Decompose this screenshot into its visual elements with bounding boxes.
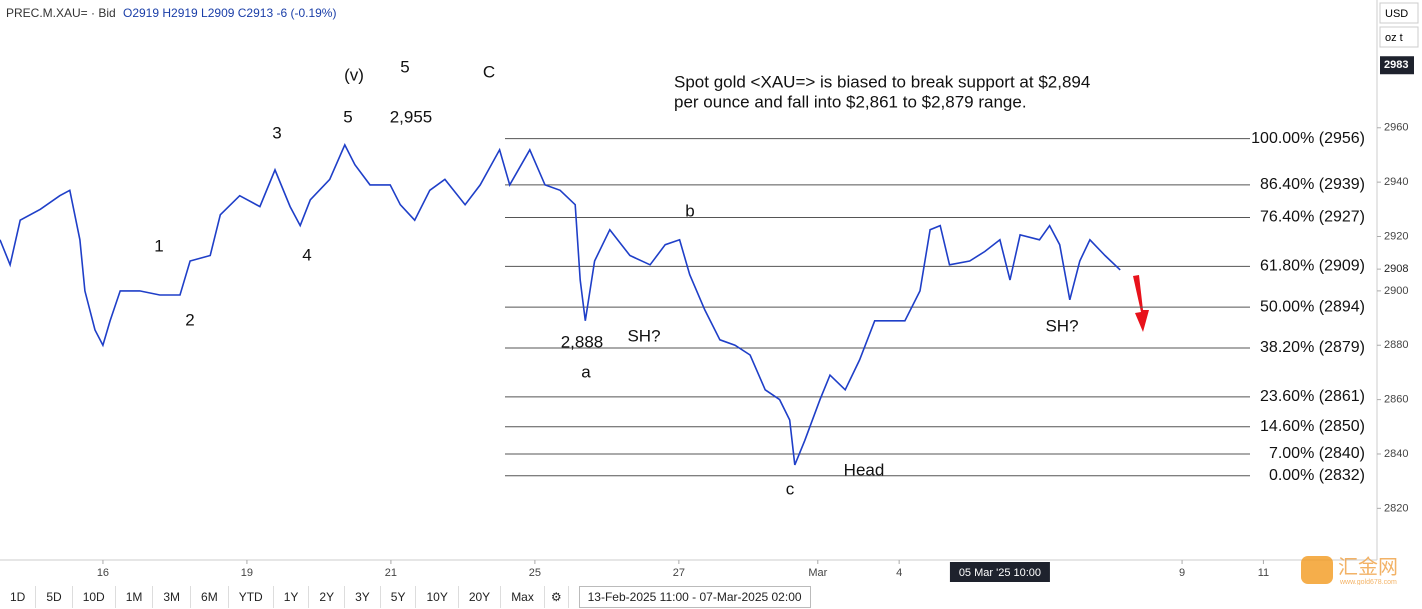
wave-label: 1: [154, 236, 163, 255]
crosshair-label: 05 Mar '25 10:00: [959, 567, 1041, 579]
range-button[interactable]: 10D: [73, 586, 116, 608]
wave-label: Head: [844, 460, 885, 479]
price-tag: 2908: [1384, 263, 1408, 275]
chart: PREC.M.XAU= · Bid O2919 H2919 L2909 C291…: [0, 0, 1419, 585]
x-tick-label: 11: [1258, 567, 1269, 579]
price-tag-box: [1380, 56, 1414, 75]
wave-label: 3: [272, 123, 281, 142]
unit[interactable]: oz t: [1385, 32, 1403, 44]
x-tick-label: 25: [529, 567, 541, 579]
watermark-brand: 汇金网: [1338, 555, 1398, 578]
date-range[interactable]: 13-Feb-2025 11:00 - 07-Mar-2025 02:00: [578, 586, 811, 608]
fib-label: 23.60% (2861): [1260, 388, 1365, 405]
range-button[interactable]: YTD: [229, 586, 274, 608]
x-tick-label: 9: [1179, 567, 1185, 579]
range-button[interactable]: 6M: [191, 586, 229, 608]
y-tick-label: 2820: [1384, 502, 1408, 514]
wave-label: SH?: [627, 326, 660, 345]
y-tick-label: 2940: [1384, 176, 1408, 188]
down-arrow: [1133, 275, 1149, 332]
range-button[interactable]: 3Y: [345, 586, 381, 608]
wave-label: C: [483, 62, 495, 81]
y-tick-label: 2900: [1384, 285, 1408, 297]
fib-label: 76.40% (2927): [1260, 209, 1365, 226]
wave-label: 5: [400, 57, 409, 76]
annotation: Spot gold <XAU=> is biased to break supp…: [674, 72, 1090, 91]
symbol: PREC.M.XAU= · Bid: [6, 6, 116, 20]
range-button[interactable]: 2Y: [309, 586, 346, 608]
fib-label: 100.00% (2956): [1251, 130, 1365, 147]
wave-label: SH?: [1045, 316, 1078, 335]
x-tick-label: 27: [673, 567, 685, 579]
wave-label: 4: [302, 245, 311, 264]
fib-label: 86.40% (2939): [1260, 176, 1365, 193]
price-line: [0, 143, 1121, 466]
crosshair-box: [949, 562, 1050, 582]
y-tick-label: 2840: [1384, 448, 1408, 460]
watermark-icon: [1301, 556, 1333, 584]
fib-label: 0.00% (2832): [1269, 467, 1365, 484]
fib-label: 14.60% (2850): [1260, 418, 1365, 435]
y-tick-label: 2860: [1384, 394, 1408, 406]
x-tick-label: Mar: [808, 567, 827, 579]
wave-label: (v): [344, 65, 364, 84]
wave-label: 2,888: [561, 332, 604, 351]
fib-label: 50.00% (2894): [1260, 298, 1365, 315]
range-button[interactable]: 1M: [116, 586, 154, 608]
fib-label: 61.80% (2909): [1260, 258, 1365, 275]
wave-label: 5: [343, 107, 352, 126]
y-tick-label: 2920: [1384, 230, 1408, 242]
range-button[interactable]: 5Y: [381, 586, 417, 608]
wave-label: a: [581, 362, 591, 381]
range-button[interactable]: 1Y: [274, 586, 310, 608]
range-button[interactable]: 5D: [36, 586, 73, 608]
range-button[interactable]: 1D: [0, 586, 37, 608]
range-button[interactable]: Max: [501, 586, 545, 608]
settings-button[interactable]: ⚙: [545, 586, 569, 608]
x-tick-label: 4: [896, 567, 902, 579]
range-button[interactable]: 20Y: [459, 586, 502, 608]
annotation: per ounce and fall into $2,861 to $2,879…: [674, 92, 1027, 111]
unit-select[interactable]: [1379, 26, 1419, 48]
currency-select[interactable]: [1379, 2, 1419, 24]
ohlc: O2919 H2919 L2909 C2913 -6 (-0.19%): [123, 6, 336, 20]
x-tick-label: 21: [385, 567, 397, 579]
fib-label: 7.00% (2840): [1269, 445, 1365, 462]
watermark-site: www.gold678.com: [1339, 579, 1397, 585]
wave-label: 2: [185, 310, 194, 329]
y-tick-label: 2960: [1384, 122, 1408, 134]
price-tag: 2983: [1384, 59, 1408, 71]
wave-label: b: [685, 201, 694, 220]
range-button[interactable]: 3M: [153, 586, 192, 608]
toolbar: 1D 5D 10D 1M 3M 6M YTD 1Y 2Y 3Y 5Y 10Y 20Y Max ⚙ 13-Feb…: [0, 585, 1422, 609]
fib-label: 38.20% (2879): [1260, 339, 1365, 356]
range-button[interactable]: 10Y: [416, 586, 459, 608]
wave-label: c: [786, 479, 795, 498]
x-tick-label: 19: [241, 567, 253, 579]
currency[interactable]: USD: [1385, 8, 1408, 20]
y-tick-label: 2880: [1384, 339, 1408, 351]
x-tick-label: 16: [97, 567, 109, 579]
wave-label: 2,955: [390, 107, 433, 126]
